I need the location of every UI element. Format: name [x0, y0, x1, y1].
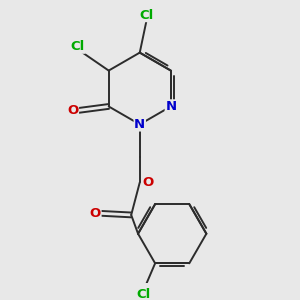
Text: N: N	[165, 100, 176, 113]
Text: Cl: Cl	[71, 40, 85, 53]
Text: O: O	[143, 176, 154, 189]
Text: Cl: Cl	[136, 288, 150, 300]
Text: O: O	[67, 104, 78, 117]
Text: Cl: Cl	[140, 9, 154, 22]
Text: O: O	[90, 207, 101, 220]
Text: N: N	[134, 118, 145, 131]
